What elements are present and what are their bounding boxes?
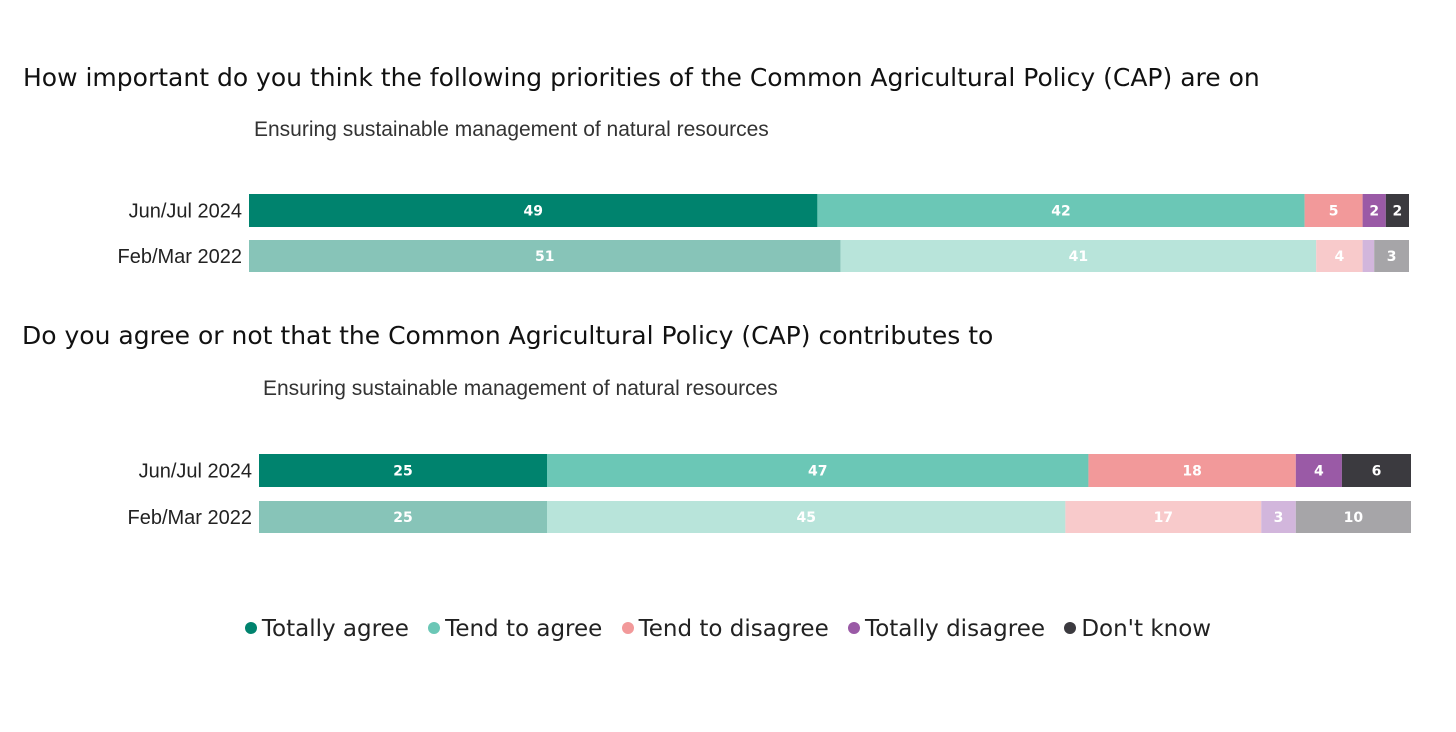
data-label: 41 — [1069, 249, 1088, 265]
question-2: Do you agree or not that the Common Agri… — [22, 321, 994, 350]
bar-segment-dont-know — [1374, 240, 1409, 272]
category-label: Jun/Jul 2024 — [139, 461, 252, 483]
data-label: 10 — [1344, 510, 1364, 526]
legend-item-totally-disagree: Totally disagree — [848, 616, 1045, 642]
data-label: 45 — [796, 510, 815, 526]
category-label: Feb/Mar 2022 — [127, 507, 252, 529]
category-label: Feb/Mar 2022 — [117, 246, 242, 268]
legend-dot — [848, 622, 861, 634]
bar-segment-totally-disagree — [1261, 501, 1296, 533]
bar-segment-totally-disagree — [1362, 240, 1375, 272]
category-label: Jun/Jul 2024 — [129, 201, 242, 223]
data-label: 4 — [1314, 464, 1324, 480]
legend-dot — [244, 622, 257, 634]
data-label: 6 — [1372, 464, 1382, 480]
data-label: 25 — [393, 510, 412, 526]
legend: Totally agree Tend to agree Tend to disa… — [0, 616, 1456, 642]
data-label: 3 — [1274, 510, 1284, 526]
legend-item-dont-know: Don't know — [1064, 616, 1211, 642]
legend-dot — [621, 622, 634, 634]
bar-segment-totally-agree — [259, 454, 547, 487]
data-label: 18 — [1182, 464, 1201, 480]
legend-label: Don't know — [1081, 616, 1212, 642]
data-label: 42 — [1051, 204, 1070, 220]
bar-segment-tend-to-agree — [547, 454, 1089, 487]
question-1: How important do you think the following… — [23, 63, 1260, 92]
bar-segment-totally-agree — [249, 240, 841, 272]
data-label: 51 — [535, 249, 554, 265]
chart-2-title: Ensuring sustainable management of natur… — [263, 377, 778, 400]
bar-segment-tend-to-disagree — [1065, 501, 1262, 533]
data-label: 47 — [808, 464, 827, 480]
bar-segment-totally-agree — [249, 194, 818, 227]
data-label: 25 — [393, 464, 412, 480]
legend-dot — [1064, 622, 1077, 634]
bar-segment-tend-to-agree — [817, 194, 1305, 227]
bar-segment-tend-to-agree — [840, 240, 1317, 272]
bar-segment-dont-know — [1295, 501, 1411, 533]
bar-segment-totally-disagree — [1295, 454, 1342, 487]
data-label: 5 — [1329, 204, 1339, 220]
bar-segment-totally-disagree — [1362, 194, 1386, 227]
legend-item-tend-to-disagree: Tend to disagree — [621, 616, 829, 642]
bar-segment-tend-to-disagree — [1088, 454, 1296, 487]
data-label: 17 — [1154, 510, 1173, 526]
legend-dot — [428, 622, 441, 634]
bar-segment-totally-agree — [259, 501, 547, 533]
legend-label: Totally agree — [261, 616, 409, 642]
chart-1-title: Ensuring sustainable management of natur… — [254, 118, 769, 141]
legend-item-totally-agree: Totally agree — [244, 616, 409, 642]
data-label: 49 — [523, 204, 542, 220]
data-label: 3 — [1387, 249, 1397, 265]
data-label: 2 — [1369, 204, 1379, 220]
bar-segment-dont-know — [1341, 454, 1411, 487]
bar-segment-tend-to-disagree — [1316, 240, 1363, 272]
legend-label: Totally disagree — [865, 616, 1045, 642]
legend-label: Tend to agree — [445, 616, 603, 642]
data-label: 2 — [1393, 204, 1403, 220]
bar-segment-tend-to-agree — [547, 501, 1066, 533]
bar-segment-tend-to-disagree — [1304, 194, 1363, 227]
bar-segment-dont-know — [1385, 194, 1409, 227]
legend-item-tend-to-agree: Tend to agree — [428, 616, 602, 642]
data-label: 4 — [1335, 249, 1345, 265]
legend-label: Tend to disagree — [638, 616, 829, 642]
